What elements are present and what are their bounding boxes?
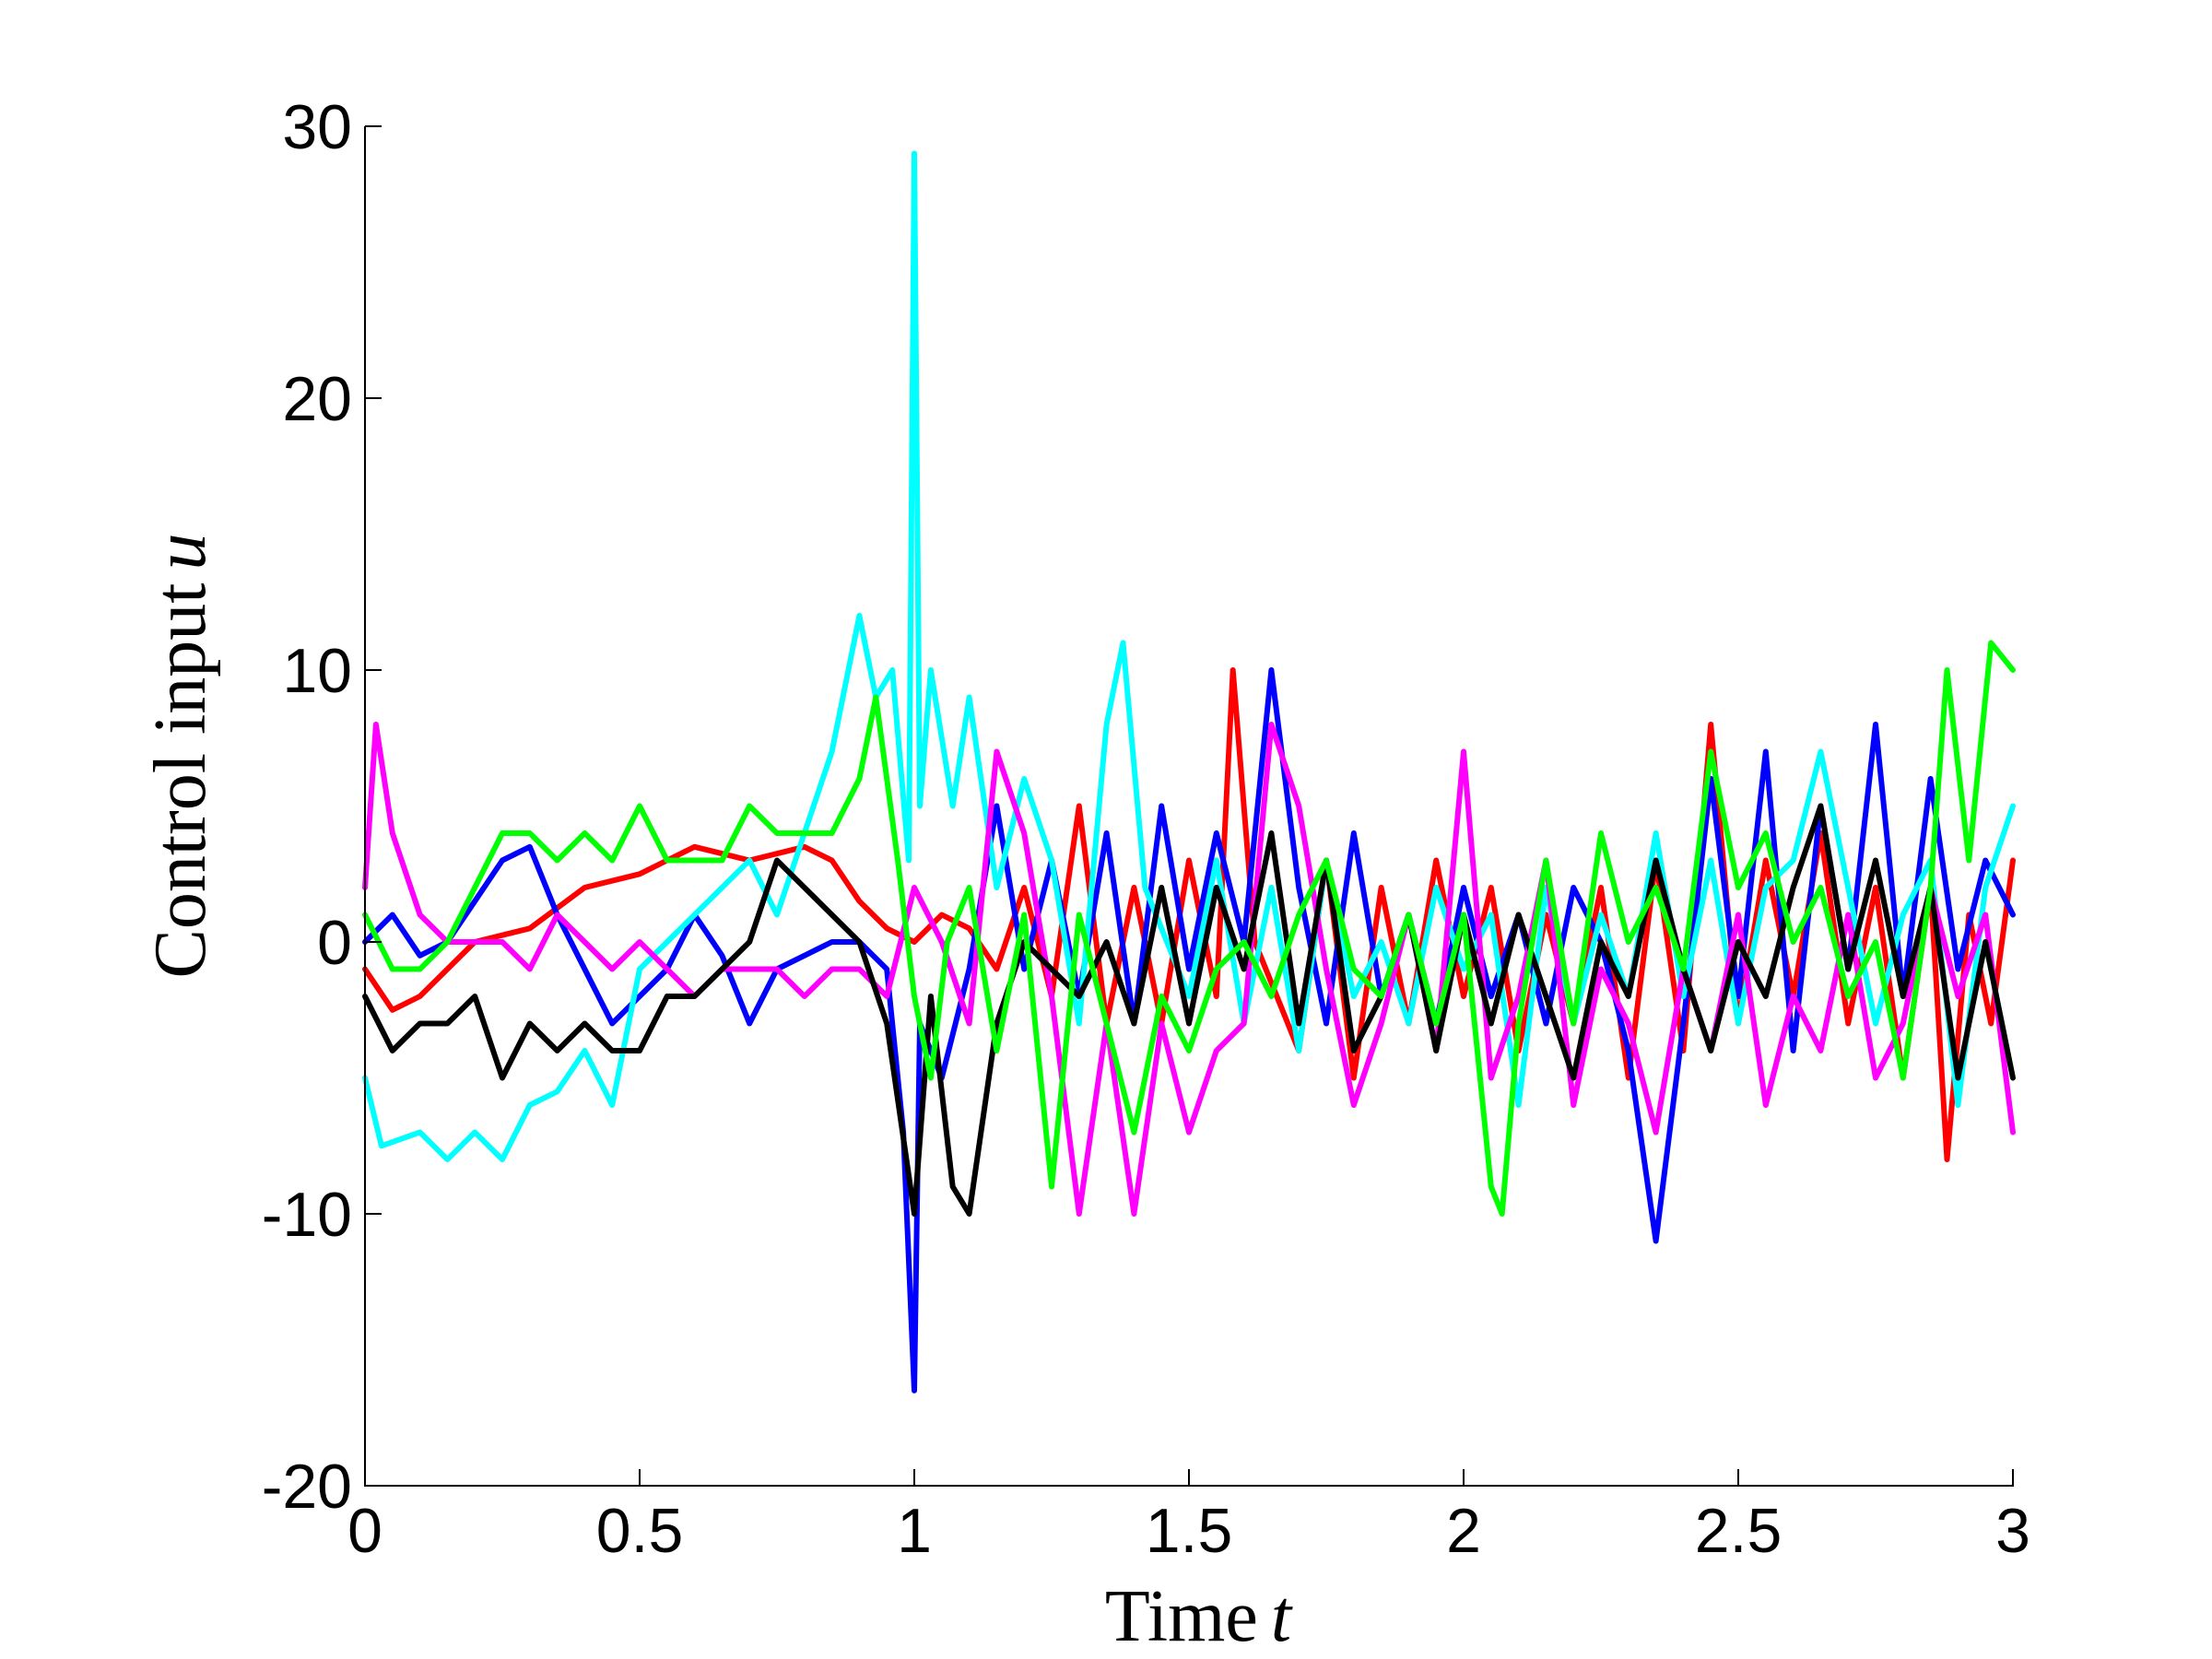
- series-line-5: [362, 803, 2016, 1217]
- x-tick-label: 1: [897, 1496, 932, 1566]
- x-tick-label: 2: [1446, 1496, 1481, 1566]
- y-axis-title-text: Control input: [140, 583, 221, 979]
- x-axis-ticks: 0 0.5 1 1.5 2 2.5 3: [347, 1469, 2030, 1566]
- y-tick-label: 20: [282, 364, 352, 434]
- x-tick-label: 3: [1995, 1496, 2030, 1566]
- series-line-4: [362, 722, 2016, 1217]
- plot-area: 0 0.5 1 1.5 2 2.5 3 -20 -10 0 10 20 30: [262, 92, 2030, 1566]
- axes-frame: [364, 126, 2014, 1487]
- series-layer: [362, 150, 2016, 1394]
- x-axis-title-text: Time: [1105, 1576, 1258, 1657]
- y-tick-label: -20: [262, 1452, 352, 1522]
- y-tick-label: 30: [282, 92, 352, 162]
- y-tick-label: 0: [317, 908, 352, 978]
- y-axis-title-var: u: [140, 534, 221, 571]
- x-axis-title: Time t: [1105, 1576, 1293, 1657]
- x-tick-label: 0.5: [596, 1496, 684, 1566]
- series-line-3: [362, 150, 2016, 1162]
- y-axis-title: Control input u: [140, 534, 221, 979]
- x-tick-label: 2.5: [1695, 1496, 1783, 1566]
- x-tick-label: 0: [347, 1496, 382, 1566]
- series-line-2: [362, 667, 2016, 1394]
- x-axis-title-var: t: [1271, 1576, 1293, 1657]
- y-axis-ticks: -20 -10 0 10 20 30: [262, 92, 382, 1522]
- series-line-6: [362, 640, 2016, 1217]
- y-tick-label: 10: [282, 636, 352, 706]
- y-tick-label: -10: [262, 1180, 352, 1250]
- x-tick-label: 1.5: [1146, 1496, 1233, 1566]
